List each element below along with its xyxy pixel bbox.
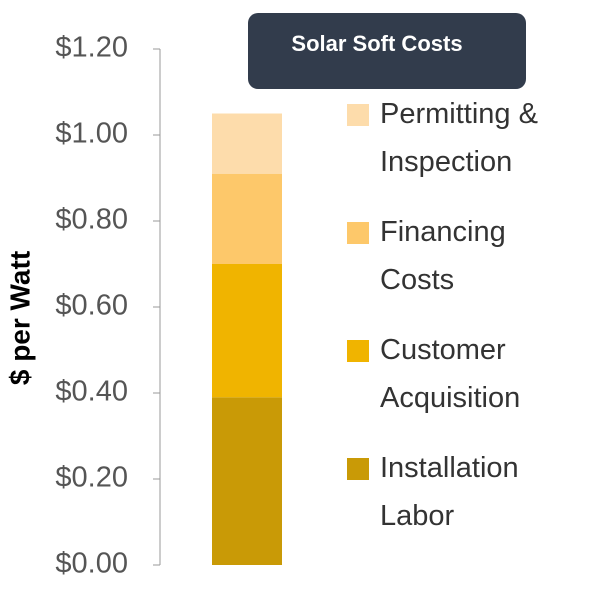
y-tick-label: $1.00 — [55, 118, 128, 150]
legend-label: Installation Labor — [380, 452, 519, 532]
legend-swatch — [347, 458, 369, 480]
legend-label: Financing Costs — [380, 216, 506, 296]
bar-segment — [212, 113, 282, 174]
legend-swatch — [347, 222, 369, 244]
legend-label: Permitting & Inspection — [380, 98, 538, 178]
legend-swatch — [347, 340, 369, 362]
bar-segment — [212, 397, 282, 565]
y-tick-label: $0.00 — [55, 548, 128, 580]
y-tick-label: $1.20 — [55, 32, 128, 64]
y-axis-label: $ per Watt — [4, 251, 35, 385]
legend-label: Customer Acquisition — [380, 334, 521, 414]
bar-segment — [212, 264, 282, 398]
y-tick-label: $0.60 — [55, 290, 128, 322]
y-tick-label: $0.80 — [55, 204, 128, 236]
legend-swatch — [347, 104, 369, 126]
y-tick-label: $0.20 — [55, 462, 128, 494]
bar-segment — [212, 173, 282, 264]
y-tick-label: $0.40 — [55, 376, 128, 408]
title-box — [248, 13, 526, 89]
chart-title: Solar Soft Costs — [291, 31, 462, 56]
